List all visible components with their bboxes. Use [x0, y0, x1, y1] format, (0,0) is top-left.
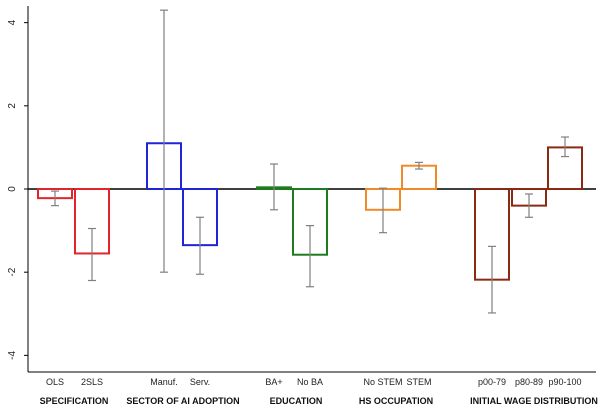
category-label: p00-79	[478, 377, 506, 387]
y-tick-label: -4	[7, 350, 18, 359]
category-label: STEM	[406, 377, 431, 387]
group-label: SPECIFICATION	[40, 396, 109, 406]
category-label: BA+	[265, 377, 282, 387]
group-label: EDUCATION	[270, 396, 323, 406]
category-label: Serv.	[190, 377, 210, 387]
category-label: p80-89	[515, 377, 543, 387]
y-tick-label: 0	[7, 186, 18, 192]
group-label: INITIAL WAGE DISTRIBUTION	[470, 396, 598, 406]
chart-marks	[37, 9, 583, 314]
y-tick-label: -2	[7, 267, 18, 276]
category-label: OLS	[46, 377, 64, 387]
category-label: No BA	[297, 377, 323, 387]
category-label: p90-100	[548, 377, 581, 387]
group-label: HS OCCUPATION	[359, 396, 433, 406]
category-label: Manuf.	[150, 377, 178, 387]
category-label: 2SLS	[81, 377, 103, 387]
group-label: SECTOR OF AI ADOPTION	[126, 396, 239, 406]
chart-labels: OLS 2SLS SPECIFICATION Manuf. Serv. SECTOR OF…	[40, 377, 598, 406]
y-tick-label: 2	[7, 103, 18, 109]
category-label: No STEM	[363, 377, 402, 387]
y-tick-label: 4	[7, 19, 18, 25]
